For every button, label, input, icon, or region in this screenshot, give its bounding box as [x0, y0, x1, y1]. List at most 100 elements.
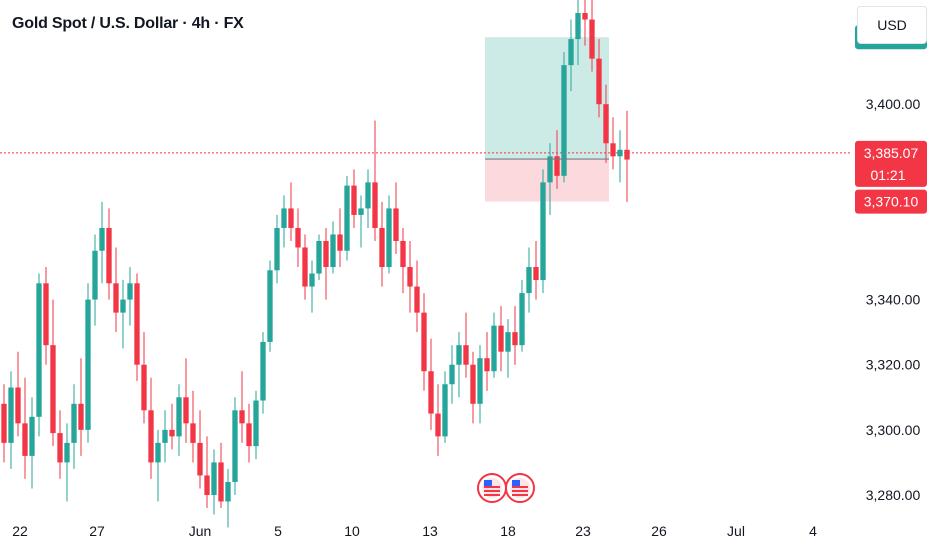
candle[interactable] [372, 120, 378, 241]
candle[interactable] [393, 182, 399, 254]
candle[interactable] [456, 332, 462, 398]
candle[interactable] [484, 332, 490, 391]
candle[interactable] [547, 143, 553, 215]
candle[interactable] [505, 319, 511, 378]
candle[interactable] [134, 273, 140, 381]
candle[interactable] [197, 410, 203, 489]
candle[interactable] [533, 240, 539, 300]
candle[interactable] [379, 201, 385, 287]
candle[interactable] [232, 397, 238, 495]
candle[interactable] [491, 312, 497, 378]
candle[interactable] [323, 227, 329, 300]
candle[interactable] [309, 260, 315, 313]
candle[interactable] [435, 384, 441, 456]
candle[interactable] [386, 195, 392, 274]
candle[interactable] [183, 358, 189, 443]
candle[interactable] [295, 208, 301, 268]
candle[interactable] [78, 358, 84, 456]
candle[interactable] [50, 299, 56, 447]
candle[interactable] [568, 19, 574, 92]
candle[interactable] [225, 468, 231, 528]
candle[interactable] [71, 384, 77, 469]
candle[interactable] [624, 110, 630, 202]
take-profit-zone[interactable] [485, 37, 609, 160]
candle[interactable] [519, 280, 525, 352]
candle[interactable] [120, 280, 126, 349]
candle[interactable] [1, 384, 7, 463]
candle[interactable] [463, 312, 469, 378]
candle[interactable] [169, 403, 175, 450]
candle[interactable] [526, 247, 532, 313]
candle[interactable] [603, 84, 609, 163]
stop-loss-zone[interactable] [485, 159, 609, 202]
candle[interactable] [442, 371, 448, 443]
candle[interactable] [281, 195, 287, 248]
candle[interactable] [561, 52, 567, 183]
candle[interactable] [260, 332, 266, 414]
candle[interactable] [155, 429, 161, 502]
candle[interactable] [113, 247, 119, 333]
candle[interactable] [211, 449, 217, 515]
candle[interactable] [470, 351, 476, 424]
candle[interactable] [589, 0, 595, 72]
candle[interactable] [582, 0, 588, 46]
candle[interactable] [99, 201, 105, 284]
candle[interactable] [36, 273, 42, 437]
candle[interactable] [15, 351, 21, 437]
candle[interactable] [43, 267, 49, 365]
candle[interactable] [127, 267, 133, 326]
candle[interactable] [414, 260, 420, 333]
candle[interactable] [351, 169, 357, 228]
candle[interactable] [288, 182, 294, 241]
candle[interactable] [176, 384, 182, 456]
price-tag[interactable]: 3,370.10 [855, 189, 927, 214]
candle[interactable] [512, 306, 518, 365]
candle[interactable] [365, 169, 371, 228]
candle[interactable] [148, 377, 154, 479]
candle[interactable] [22, 377, 28, 479]
candle[interactable] [246, 403, 252, 463]
candle[interactable] [575, 0, 581, 66]
candle[interactable] [274, 214, 280, 284]
currency-selector[interactable]: USD [857, 6, 927, 44]
candle[interactable] [421, 293, 427, 391]
candle[interactable] [596, 39, 602, 118]
candle[interactable] [617, 130, 623, 183]
candle[interactable] [106, 208, 112, 300]
candle[interactable] [8, 371, 14, 469]
candle[interactable] [316, 234, 322, 281]
candle[interactable] [477, 345, 483, 424]
candle[interactable] [190, 390, 196, 463]
candle[interactable] [239, 371, 245, 443]
candle[interactable] [498, 306, 504, 372]
candle[interactable] [302, 234, 308, 300]
candle[interactable] [57, 410, 63, 479]
candle-body [85, 299, 91, 430]
candle[interactable] [85, 283, 91, 443]
us-flag-icon[interactable] [505, 473, 535, 503]
candle[interactable] [358, 195, 364, 248]
candle[interactable] [330, 221, 336, 274]
candle[interactable] [540, 169, 546, 294]
candle[interactable] [407, 240, 413, 313]
candle[interactable] [29, 397, 35, 489]
candle[interactable] [92, 234, 98, 326]
candle[interactable] [400, 227, 406, 294]
candle[interactable] [162, 410, 168, 463]
candle[interactable] [428, 338, 434, 430]
candle[interactable] [610, 117, 616, 170]
candle[interactable] [253, 390, 259, 460]
candle[interactable] [204, 436, 210, 508]
candle[interactable] [267, 260, 273, 352]
candle[interactable] [344, 175, 350, 261]
candle[interactable] [337, 208, 343, 268]
candle[interactable] [141, 332, 147, 424]
us-flag-icon[interactable] [477, 473, 507, 503]
candle[interactable] [449, 345, 455, 404]
price-tag[interactable]: 3,385.07 01:21 [855, 140, 927, 187]
candle[interactable] [218, 442, 224, 508]
candle-body [512, 332, 518, 346]
candle[interactable] [64, 423, 70, 502]
